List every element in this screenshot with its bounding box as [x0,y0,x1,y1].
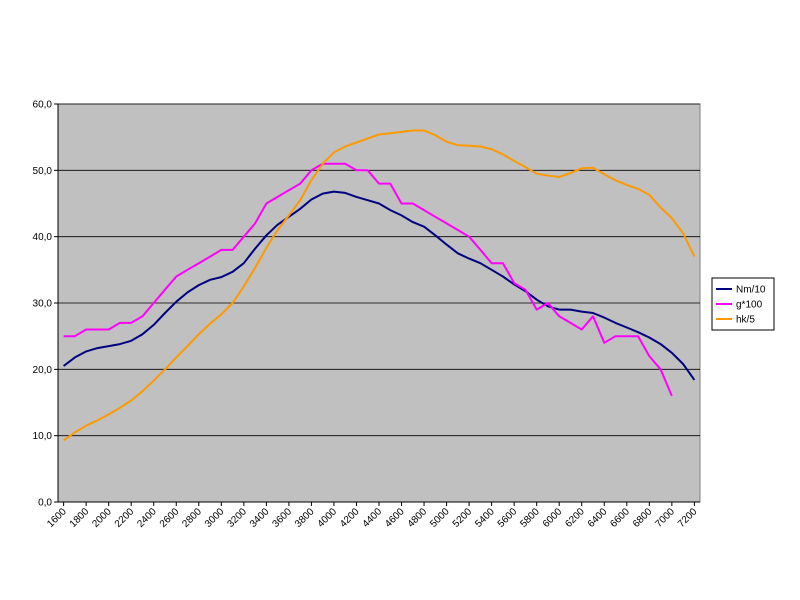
y-tick-label: 0,0 [38,498,52,509]
y-tick-label: 30,0 [33,299,53,310]
y-tick-label: 40,0 [33,232,53,243]
legend-label: hk/5 [736,315,755,326]
legend-label: Nm/10 [736,285,766,296]
y-tick-label: 50,0 [33,166,53,177]
legend-label: g*100 [736,300,763,311]
series-line [62,190,696,381]
y-tick-label: 10,0 [33,431,53,442]
series-line [63,129,696,442]
y-tick-label: 20,0 [33,365,53,376]
series-line [63,162,673,397]
y-tick-label: 60,0 [33,100,53,111]
